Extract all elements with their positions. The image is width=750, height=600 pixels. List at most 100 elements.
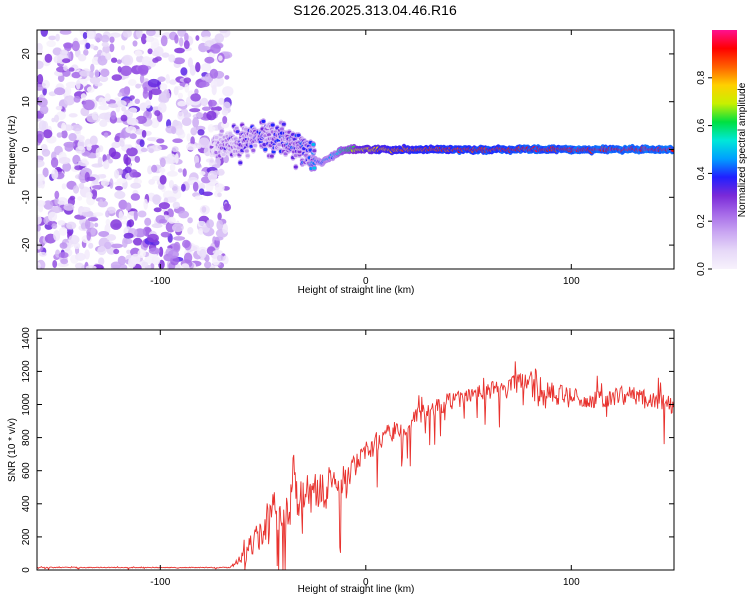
noise-blob: [86, 144, 92, 151]
noise-blob: [172, 223, 184, 233]
noise-blob: [179, 37, 184, 47]
noise-blob: [190, 244, 200, 252]
noise-blob: [127, 144, 132, 149]
noise-blob: [80, 93, 87, 100]
signal-core: [214, 150, 219, 155]
noise-blob: [180, 263, 190, 269]
y-tick-label: 800: [21, 429, 32, 446]
spectrogram-y-ticks: -20 -10 0 10 20: [21, 48, 674, 252]
noise-blob: [110, 261, 122, 269]
noise-blob: [133, 210, 138, 221]
noise-blob: [68, 133, 77, 142]
colorbar: 0.0 0.2 0.4 0.6 0.8 Normalized spectral ampl…: [696, 30, 748, 276]
noise-blob: [59, 30, 72, 35]
noise-blob: [148, 179, 156, 185]
noise-blob: [158, 202, 170, 210]
spectrogram-y-label: Frequency (Hz): [7, 116, 18, 185]
noise-blob: [134, 50, 143, 57]
signal-core: [209, 145, 214, 149]
signal-core: [296, 133, 301, 137]
noise-blob: [104, 93, 111, 102]
noise-blob: [78, 40, 86, 45]
noise-blob: [88, 70, 94, 78]
noise-blob: [64, 86, 72, 96]
noise-blob: [37, 173, 45, 182]
signal-core: [243, 127, 248, 131]
noise-blob: [216, 254, 224, 262]
noise-blob: [218, 55, 223, 61]
noise-blob: [212, 250, 223, 255]
noise-blob: [108, 103, 119, 108]
noise-blob: [199, 248, 207, 259]
noise-blob: [101, 34, 110, 43]
signal-core: [263, 147, 268, 152]
noise-blob: [209, 68, 219, 79]
noise-blob: [78, 160, 90, 167]
snr-x-label: Height of straight line (km): [298, 584, 415, 595]
noise-blob: [222, 86, 234, 97]
x-tick-label: 0: [363, 276, 369, 287]
noise-blob: [195, 62, 201, 73]
noise-blob: [61, 58, 71, 64]
x-tick-label: 100: [563, 577, 580, 588]
noise-blob: [145, 36, 155, 43]
signal-core: [245, 154, 250, 158]
noise-blob: [85, 219, 91, 230]
noise-blob: [129, 95, 135, 100]
colorbar-tick-label: 0.6: [696, 118, 707, 132]
noise-blob: [60, 49, 68, 56]
noise-blob: [174, 128, 185, 136]
noise-blob: [128, 107, 138, 114]
noise-blob: [116, 100, 127, 108]
noise-blob: [85, 265, 97, 269]
noise-blob: [121, 106, 127, 112]
noise-blob: [38, 251, 47, 257]
noise-blob: [166, 153, 177, 164]
noise-blob: [184, 83, 190, 93]
noise-blob: [85, 42, 91, 49]
noise-blob: [172, 201, 180, 209]
noise-blob: [110, 110, 117, 120]
noise-blob: [109, 178, 114, 189]
noise-blob: [172, 138, 183, 143]
noise-blob: [86, 86, 95, 93]
noise-blob: [217, 212, 222, 221]
noise-blob: [201, 106, 211, 111]
snr-series-line: [37, 361, 674, 570]
noise-blob: [121, 54, 134, 66]
noise-blob: [83, 49, 89, 56]
noise-blob: [44, 53, 53, 63]
noise-blob: [90, 63, 95, 72]
noise-blob: [110, 219, 122, 230]
noise-blob: [160, 231, 171, 238]
noise-blob: [147, 48, 153, 55]
noise-blob: [198, 182, 206, 191]
noise-blob: [194, 88, 199, 95]
noise-blob: [40, 30, 48, 37]
y-tick-label: 0: [21, 146, 32, 152]
y-tick-label: 1200: [21, 360, 32, 383]
colorbar-ticks: 0.0 0.2 0.4 0.6 0.8: [696, 70, 712, 276]
noise-blob: [165, 196, 177, 203]
noise-blob: [187, 217, 193, 224]
noise-blob: [51, 168, 59, 180]
noise-blob: [99, 119, 108, 127]
snr-frame: [36, 329, 675, 571]
noise-blob: [39, 105, 49, 115]
noise-blob: [211, 84, 217, 96]
noise-blob: [177, 168, 183, 173]
noise-blob: [177, 100, 187, 107]
noise-blob: [159, 157, 166, 168]
noise-blob: [199, 205, 210, 215]
noise-blob: [51, 223, 58, 230]
signal-core: [261, 119, 266, 123]
noise-blob: [182, 239, 191, 249]
noise-blob: [206, 219, 214, 229]
noise-blob: [165, 74, 170, 84]
noise-blob: [105, 219, 111, 226]
noise-blob: [41, 148, 51, 157]
signal-core: [253, 143, 258, 148]
noise-blob: [91, 189, 98, 200]
noise-blob: [79, 182, 85, 190]
noise-blob: [222, 223, 229, 234]
